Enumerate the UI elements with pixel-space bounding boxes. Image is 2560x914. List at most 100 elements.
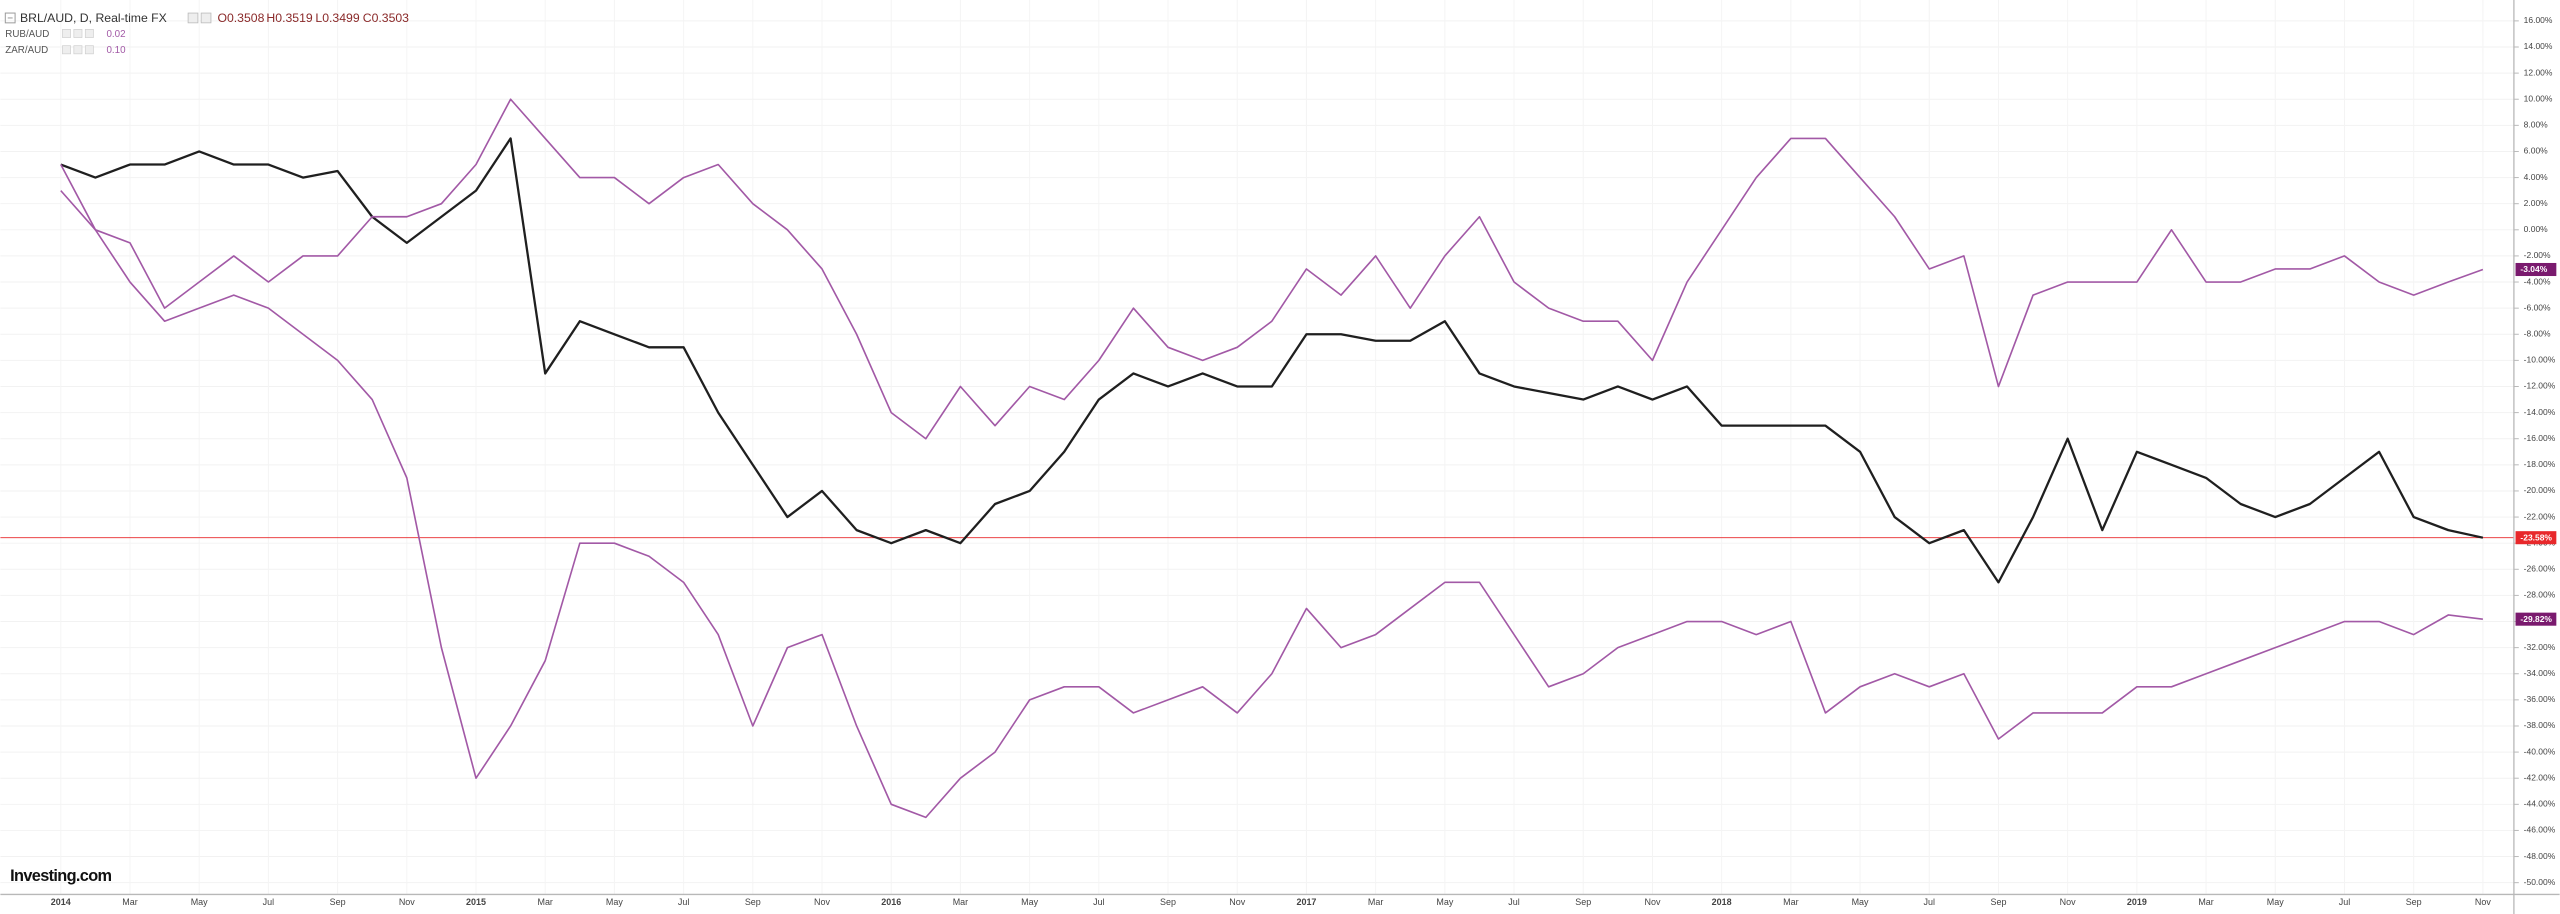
y-tick-label: -36.00%: [2524, 694, 2556, 704]
legend-last-price: 0.02: [106, 29, 125, 40]
x-tick-label: Sep: [745, 897, 761, 907]
x-tick-label: May: [606, 897, 623, 907]
legend-series-name: ZAR/AUD: [5, 45, 48, 56]
last-value-box: [2515, 612, 2557, 626]
y-tick-label: 12.00%: [2524, 67, 2553, 77]
x-tick-label: Mar: [1783, 897, 1798, 907]
x-tick-label: May: [191, 897, 208, 907]
x-tick-label: Sep: [330, 897, 346, 907]
y-tick-label: 14.00%: [2524, 41, 2553, 51]
x-tick-label: Sep: [1575, 897, 1591, 907]
x-tick-label: Jul: [2339, 897, 2350, 907]
last-value-label: -3.04%: [2520, 264, 2547, 274]
y-tick-label: -48.00%: [2524, 851, 2556, 861]
x-tick-label: 2016: [881, 897, 901, 907]
y-tick-label: -32.00%: [2524, 642, 2556, 652]
series-line: [60, 190, 2483, 819]
legend-icon[interactable]: [84, 29, 94, 38]
legend-last-price: 0.10: [106, 45, 126, 56]
x-tick-label: Nov: [814, 897, 830, 907]
y-tick-label: -22.00%: [2524, 511, 2556, 521]
y-tick-label: -16.00%: [2524, 433, 2556, 443]
y-tick-label: -44.00%: [2524, 799, 2556, 809]
x-tick-label: Mar: [953, 897, 968, 907]
x-tick-label: Nov: [1229, 897, 1245, 907]
y-tick-label: -10.00%: [2524, 355, 2556, 365]
settings-icon[interactable]: [187, 12, 199, 24]
x-tick-label: Jul: [263, 897, 274, 907]
y-tick-label: -40.00%: [2524, 746, 2556, 756]
x-tick-label: Sep: [1160, 897, 1176, 907]
watermark: Investing.com: [10, 867, 111, 885]
y-tick-label: -28.00%: [2524, 590, 2556, 600]
x-tick-label: Mar: [537, 897, 552, 907]
grid: [0, 0, 2514, 895]
y-tick-label: -50.00%: [2524, 877, 2556, 887]
y-tick-label: -20.00%: [2524, 485, 2556, 495]
legend-icon[interactable]: [62, 45, 71, 55]
series-line: [60, 137, 2484, 584]
x-tick-label: May: [2267, 897, 2284, 907]
y-tick-label: -2.00%: [2524, 250, 2551, 260]
y-tick-label: 4.00%: [2524, 172, 2548, 182]
y-tick-label: -14.00%: [2524, 407, 2556, 417]
x-tick-label: 2017: [1296, 897, 1316, 907]
y-tick-label: 2.00%: [2524, 198, 2548, 208]
y-tick-label: -34.00%: [2524, 668, 2556, 678]
x-tick-label: May: [1852, 897, 1869, 907]
y-tick-label: 6.00%: [2524, 146, 2548, 156]
x-tick-label: Mar: [1368, 897, 1383, 907]
x-tick-label: Jul: [678, 897, 689, 907]
y-tick-label: -26.00%: [2524, 564, 2556, 574]
x-tick-label: 2018: [1712, 897, 1732, 907]
x-tick-label: 2014: [51, 897, 71, 907]
collapse-icon[interactable]: [4, 12, 16, 24]
y-tick-label: -8.00%: [2524, 328, 2551, 338]
last-value-label: -29.82%: [2520, 614, 2552, 624]
x-tick-label: Nov: [1644, 897, 1660, 907]
ohlc-high: H0.3519: [266, 11, 312, 25]
last-value-box: [2515, 262, 2557, 277]
x-tick-label: Nov: [399, 897, 415, 907]
y-tick-label: -18.00%: [2524, 459, 2556, 469]
x-tick-label: 2015: [466, 897, 486, 907]
y-tick-label: 16.00%: [2524, 15, 2553, 25]
x-tick-label: Mar: [122, 897, 137, 907]
legend-icon[interactable]: [84, 45, 94, 55]
y-tick-label: -6.00%: [2524, 302, 2551, 312]
x-tick-label: Jul: [1924, 897, 1935, 907]
y-tick-label: -12.00%: [2524, 381, 2556, 391]
y-tick-label: 8.00%: [2524, 120, 2548, 130]
legend: BRL/AUD, D, Real-time FX O0.3508 H0.3519…: [4, 11, 409, 56]
y-tick-label: -38.00%: [2524, 720, 2556, 730]
ohlc-open: O0.3508: [217, 11, 264, 25]
x-tick-label: Sep: [2406, 897, 2422, 907]
legend-icon[interactable]: [62, 29, 71, 38]
x-tick-label: Sep: [1990, 897, 2006, 907]
x-tick-label: Jul: [1508, 897, 1519, 907]
legend-icon[interactable]: [73, 29, 83, 38]
y-tick-label: 10.00%: [2524, 93, 2553, 103]
y-tick-label: -46.00%: [2524, 825, 2556, 835]
legend-icon[interactable]: [73, 45, 83, 55]
x-tick-label: 2019: [2127, 897, 2147, 907]
y-tick-label: -42.00%: [2524, 772, 2556, 782]
x-tick-label: Nov: [2060, 897, 2076, 907]
y-tick-label: -4.00%: [2524, 276, 2551, 286]
ohlc-close: C0.3503: [363, 11, 409, 25]
close-icon[interactable]: [200, 12, 212, 24]
last-value-box: [2515, 531, 2557, 545]
axes: 16.00% 14.00% 12.00% 10.00% 8.00% 6.00% 4.00% 2…: [51, 15, 2557, 907]
legend-main-name: BRL/AUD, D, Real-time FX: [20, 11, 167, 25]
x-tick-label: Jul: [1093, 897, 1104, 907]
plot-area: [0, 98, 2514, 819]
series-line: [60, 98, 2484, 440]
last-value-label: -23.58%: [2520, 532, 2552, 542]
y-tick-label: 0.00%: [2524, 224, 2548, 234]
legend-series-name: RUB/AUD: [5, 29, 49, 40]
ohlc-low: L0.3499: [315, 11, 359, 25]
x-tick-label: Nov: [2475, 897, 2491, 907]
